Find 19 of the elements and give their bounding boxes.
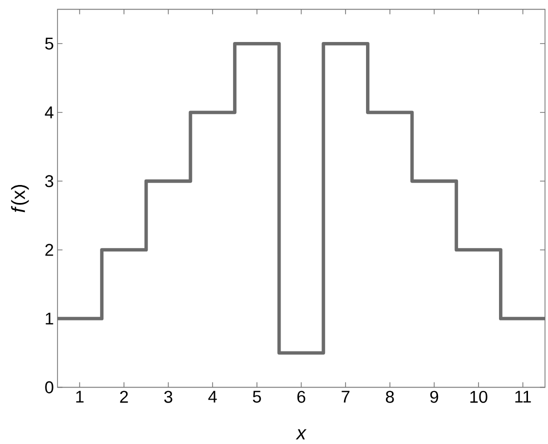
- x-tick-label: 5: [252, 390, 261, 403]
- x-tick-label: 2: [120, 390, 128, 403]
- y-tick-label: 3: [45, 175, 54, 188]
- y-tick-label: 5: [45, 38, 54, 50]
- y-tick-label: 2: [45, 244, 54, 256]
- x-axis-title: x: [296, 429, 307, 440]
- y-axis-title: f(x): [11, 184, 29, 212]
- x-tick-label: 3: [164, 390, 172, 403]
- y-tick-label: 1: [46, 312, 54, 324]
- x-tick-label: 8: [386, 390, 394, 403]
- y-tick-label: 0: [45, 381, 54, 394]
- x-tick-label: 6: [297, 390, 306, 403]
- x-tick-label: 10: [470, 390, 488, 403]
- x-tick-label: 1: [76, 390, 84, 403]
- x-tick-label: 9: [430, 390, 438, 403]
- x-tick-label: 11: [515, 390, 531, 403]
- x-tick-label: 7: [342, 390, 350, 403]
- y-tick-label: 4: [44, 106, 54, 118]
- x-tick-label: 4: [208, 390, 217, 403]
